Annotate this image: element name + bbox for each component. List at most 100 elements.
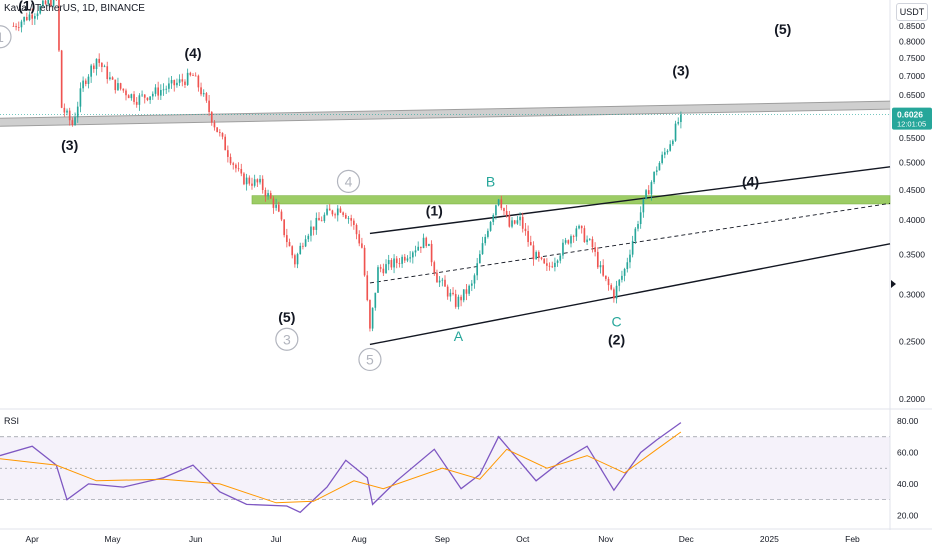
candle-body [481, 243, 484, 255]
candle-body [106, 66, 109, 80]
candle [173, 79, 176, 92]
candle-body [125, 90, 127, 96]
candle-body [500, 199, 503, 209]
candle-body [540, 257, 543, 259]
candles [12, 0, 682, 332]
candle [227, 145, 229, 163]
candle [615, 280, 618, 304]
candle [639, 206, 642, 229]
candle [111, 76, 114, 80]
symbol-title: Kava / TetherUS, 1D, BINANCE [4, 3, 145, 14]
candle-body [610, 285, 613, 290]
candle [599, 261, 602, 274]
candle-body [23, 16, 25, 22]
candle [146, 97, 149, 102]
candle [251, 177, 253, 190]
candle-body [487, 230, 489, 237]
candle-body [511, 220, 513, 227]
candle [564, 237, 567, 245]
candle-body [119, 83, 122, 89]
candle-body [165, 88, 168, 90]
candle [562, 239, 564, 259]
candle-body [288, 242, 291, 247]
candle-body [50, 0, 52, 6]
candle-body [312, 226, 315, 230]
candle-body [63, 107, 66, 113]
candle [425, 236, 428, 248]
candle [653, 171, 655, 185]
candle [103, 64, 106, 68]
candle [436, 269, 438, 283]
candle-body [414, 250, 417, 253]
candle-body [103, 66, 106, 68]
candle-body [291, 246, 294, 256]
wave-label: C [612, 313, 622, 329]
wave-label: (5) [278, 309, 295, 325]
candle [591, 236, 594, 253]
candle [631, 235, 634, 258]
candle-body [12, 25, 15, 27]
candle [433, 260, 436, 276]
candle-body [465, 289, 468, 294]
candle-body [227, 150, 229, 157]
candle [82, 76, 84, 92]
candle-body [634, 228, 637, 242]
time-tick-label: Sep [435, 534, 450, 544]
candle [634, 227, 637, 245]
candle-body [39, 6, 42, 14]
candle-body [200, 87, 202, 95]
wave-label: (3) [672, 63, 689, 79]
candle-body [310, 226, 312, 236]
candle [551, 261, 554, 269]
candle-body [58, 0, 60, 51]
candle [149, 96, 151, 104]
time-tick-label: Jun [189, 534, 203, 544]
candle [218, 129, 221, 137]
candle [594, 242, 596, 257]
candle [663, 147, 666, 159]
time-tick-label: Apr [26, 534, 39, 544]
candle-body [393, 258, 395, 268]
candle [417, 241, 420, 251]
candle [122, 88, 125, 93]
candle [318, 212, 320, 221]
candle [497, 198, 500, 207]
wave-circle [336, 169, 361, 193]
currency-button[interactable]: USDT [896, 3, 928, 21]
candle-body [658, 162, 661, 171]
candle [481, 236, 484, 255]
candle [307, 233, 310, 243]
candle-body [267, 193, 269, 197]
candle-body [101, 62, 103, 67]
candle [235, 163, 237, 173]
candle [95, 58, 98, 76]
candle-body [535, 252, 537, 260]
resistance-edge-bottom [0, 108, 891, 127]
candle-body [157, 87, 159, 96]
candle-body [186, 72, 189, 85]
candle [395, 256, 398, 269]
candle-body [218, 132, 221, 133]
candle [240, 163, 243, 177]
candle [288, 238, 291, 247]
candle [39, 4, 42, 15]
candle-body [562, 242, 564, 256]
candle-body [460, 296, 462, 301]
candle-body [532, 245, 535, 260]
candle-body [363, 247, 366, 276]
candle-body [74, 117, 76, 126]
candle [84, 78, 87, 87]
axis-marker [891, 280, 896, 288]
candle-body [425, 237, 428, 246]
candle [572, 234, 575, 243]
time-tick-label: May [105, 534, 122, 544]
candle [157, 81, 159, 100]
candle [586, 235, 588, 245]
candle [621, 270, 623, 283]
candle [68, 107, 71, 126]
candle [52, 0, 55, 8]
wave-label: 5 [366, 351, 374, 367]
candle-body [135, 101, 138, 105]
candle-body [521, 216, 524, 229]
